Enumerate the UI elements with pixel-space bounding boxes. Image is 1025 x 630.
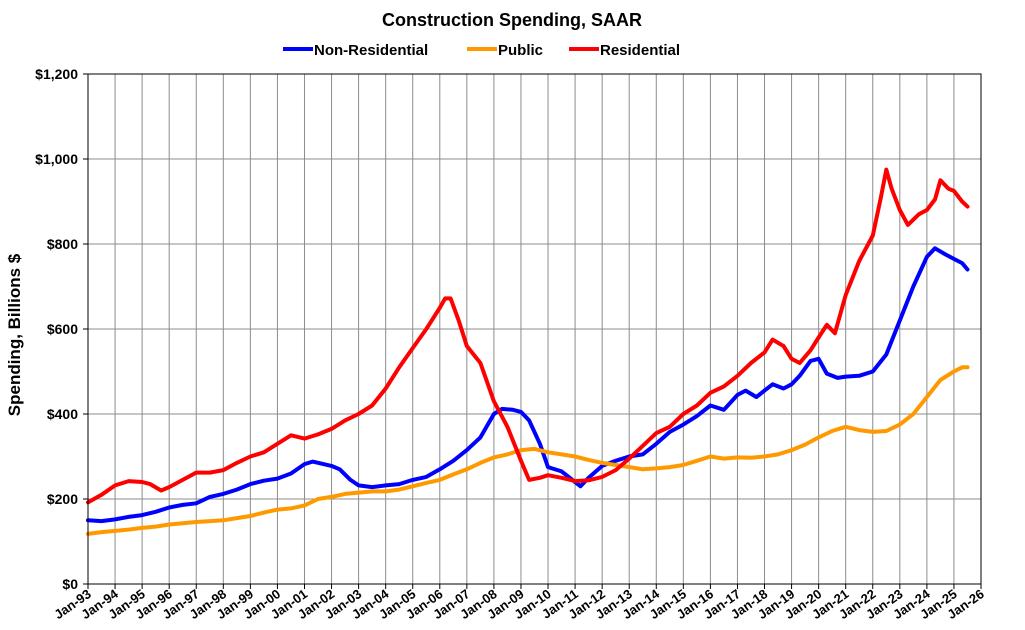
y-axis: $0 $200 $400 $600 $800 $1,000 $1,200 xyxy=(35,66,88,592)
series-line-non-residential xyxy=(86,246,970,524)
series-layer xyxy=(86,167,970,536)
y-axis-label: Spending, Billions $ xyxy=(5,253,24,416)
series-line-residential xyxy=(86,167,970,505)
y-tick-label: $800 xyxy=(47,236,78,252)
x-axis: Jan-93Jan-94Jan-95Jan-96Jan-97Jan-98Jan-… xyxy=(51,584,987,622)
y-tick-label: $200 xyxy=(47,491,78,507)
legend: Non-Residential Public Residential xyxy=(283,42,680,59)
y-tick-label: $600 xyxy=(47,321,78,337)
y-tick-label: $0 xyxy=(62,576,78,592)
legend-label-public: Public xyxy=(498,42,543,59)
y-tick-label: $1,000 xyxy=(35,151,78,167)
series-line-public xyxy=(86,365,970,536)
legend-label-residential: Residential xyxy=(600,42,680,59)
chart-title: Construction Spending, SAAR xyxy=(382,10,642,30)
y-tick-label: $400 xyxy=(47,406,78,422)
y-tick-label: $1,200 xyxy=(35,66,78,82)
legend-label-non-residential: Non-Residential xyxy=(314,42,428,59)
